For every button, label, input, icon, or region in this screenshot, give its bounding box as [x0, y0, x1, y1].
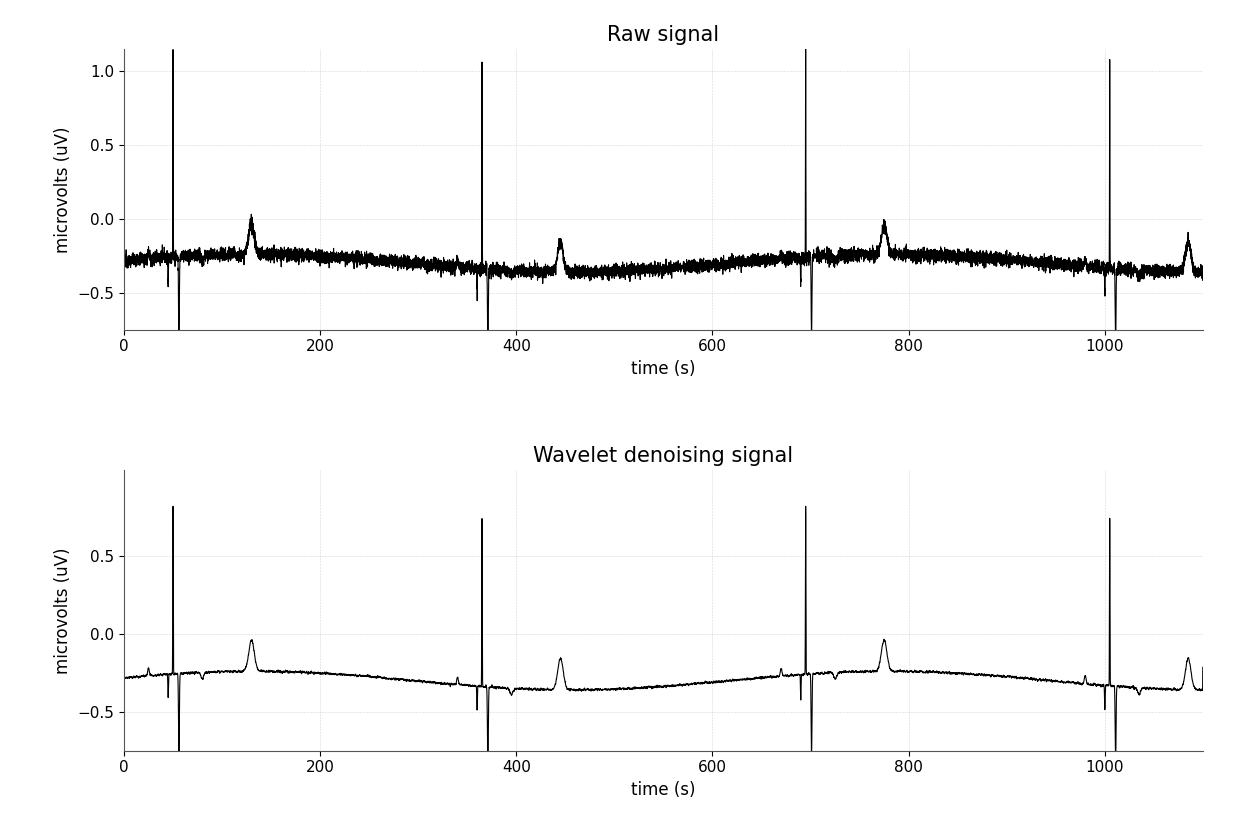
- Title: Raw signal: Raw signal: [608, 24, 719, 45]
- Y-axis label: microvolts (uV): microvolts (uV): [53, 126, 72, 253]
- X-axis label: time (s): time (s): [631, 360, 696, 378]
- X-axis label: time (s): time (s): [631, 781, 696, 799]
- Y-axis label: microvolts (uV): microvolts (uV): [53, 547, 72, 674]
- Title: Wavelet denoising signal: Wavelet denoising signal: [533, 446, 794, 466]
